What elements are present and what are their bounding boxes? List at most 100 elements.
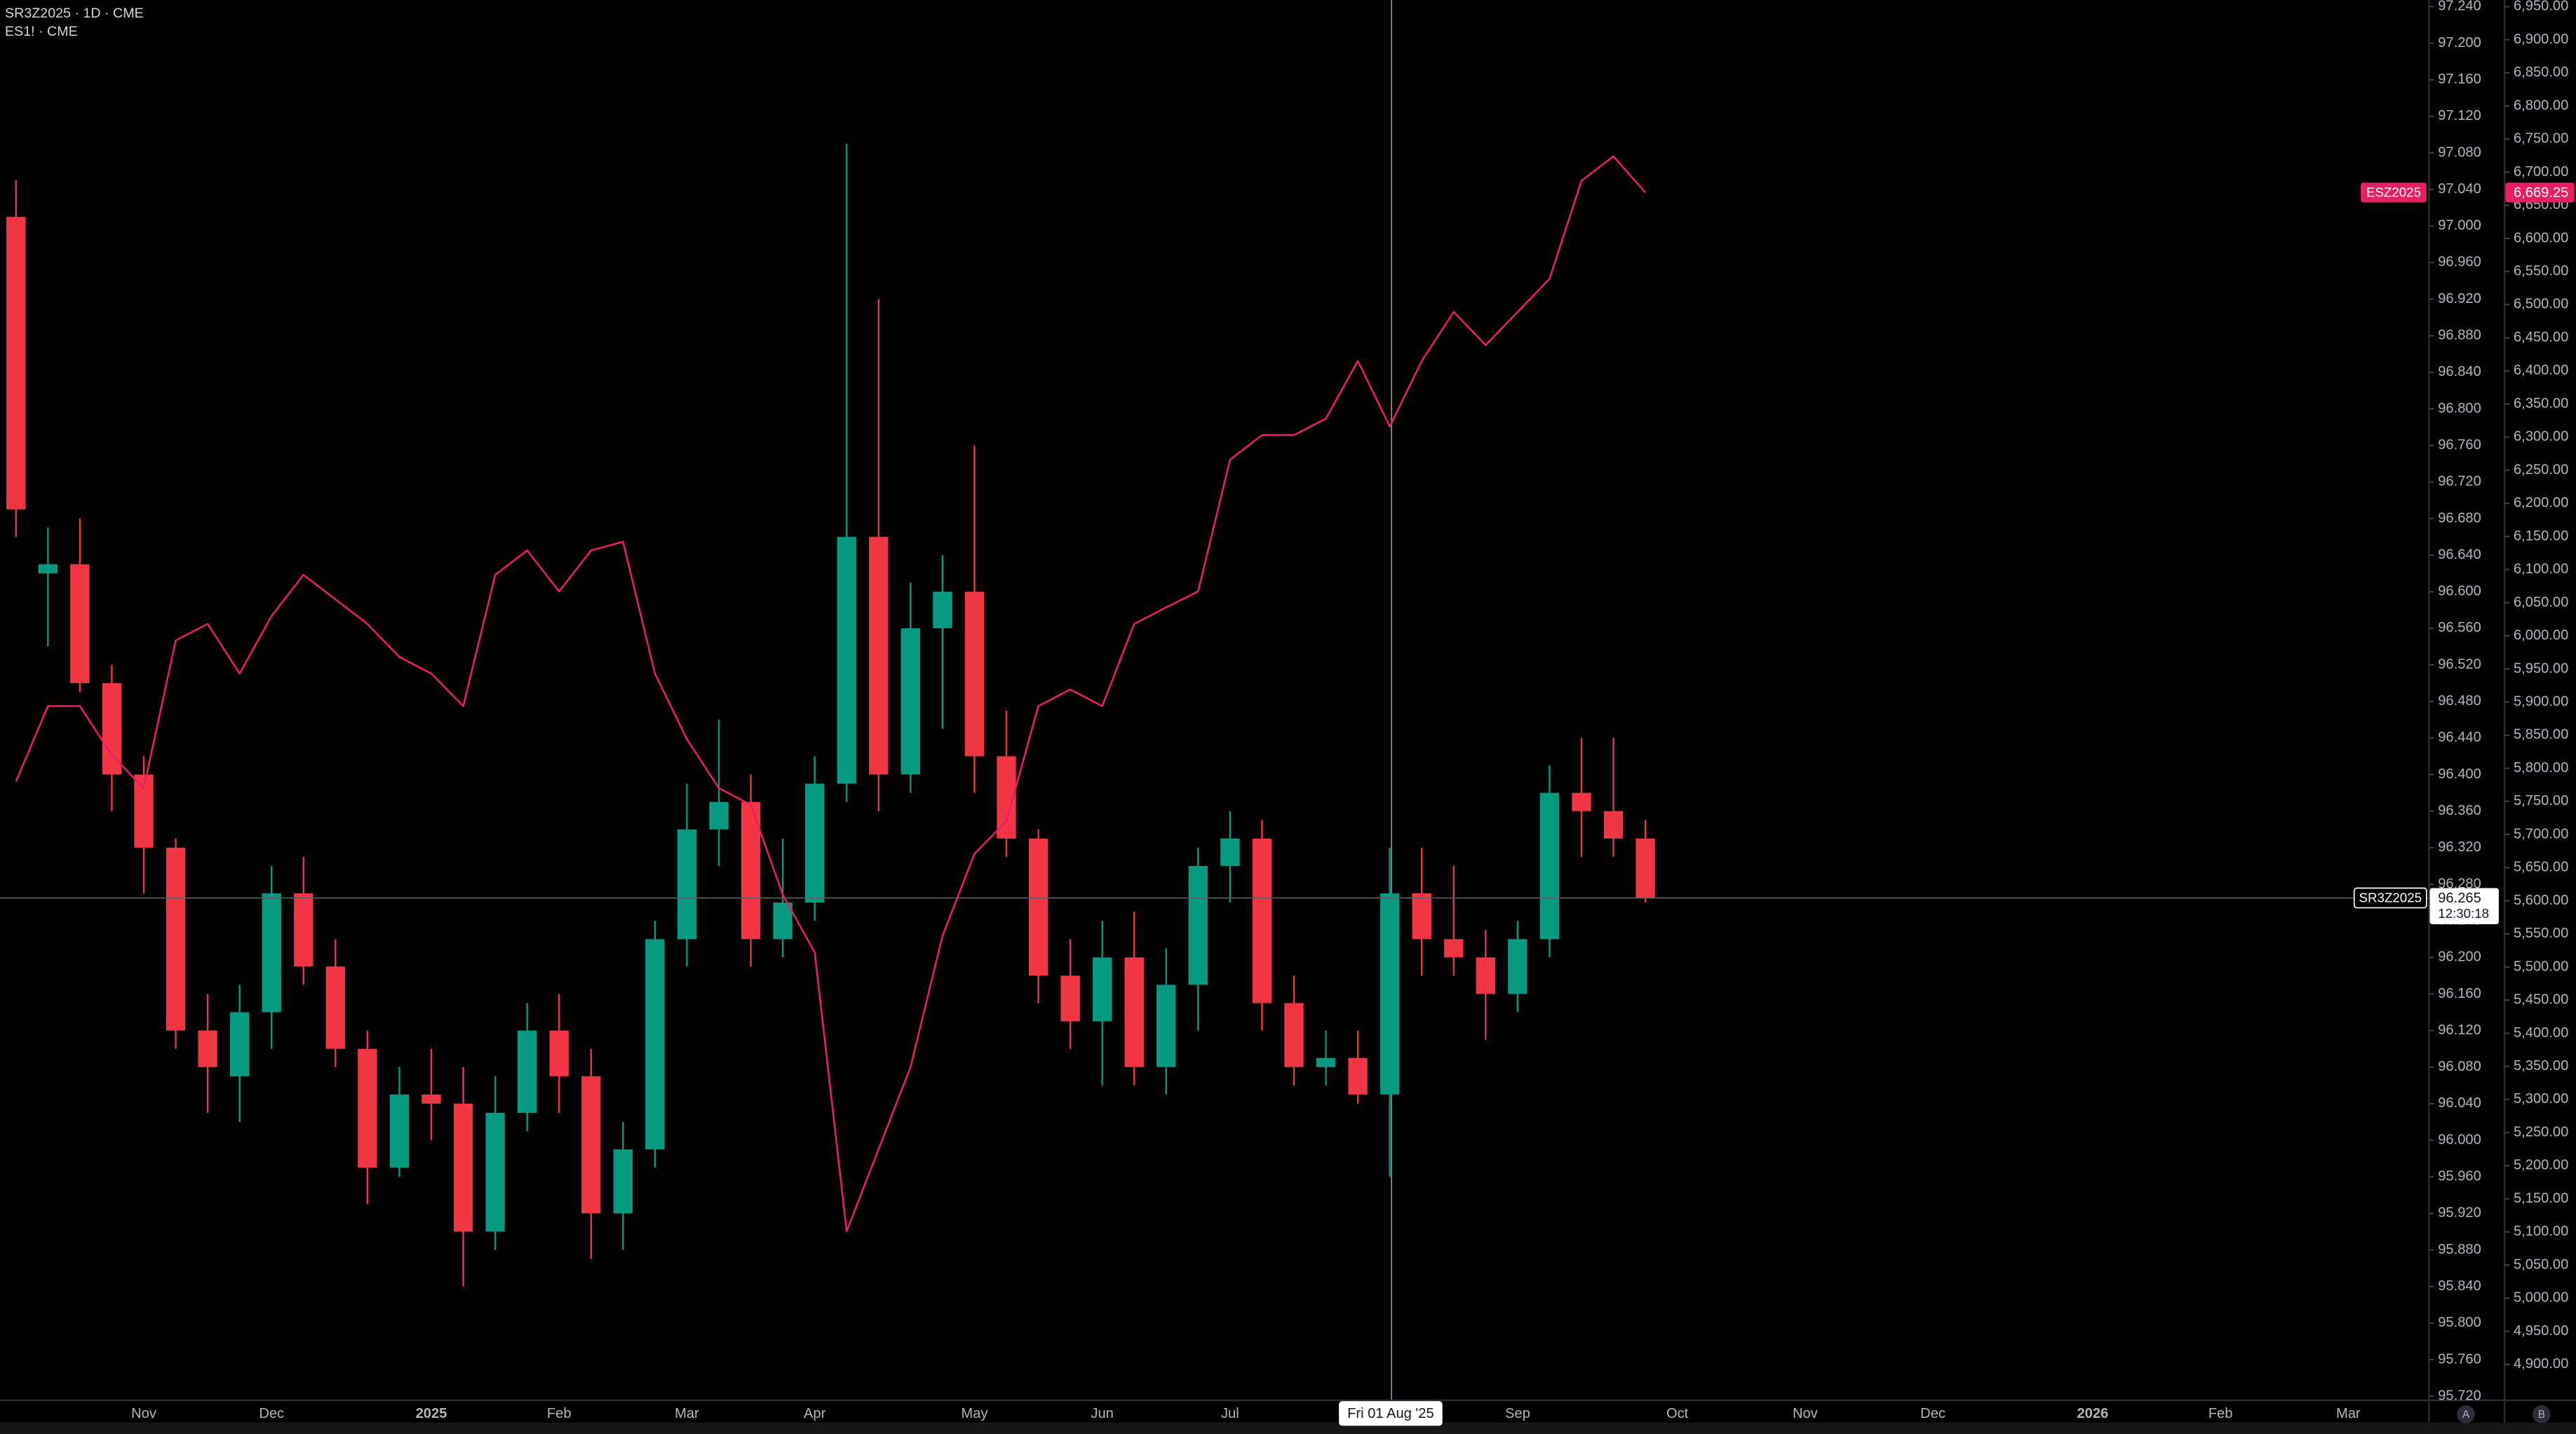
y-tick-label: 96.640 <box>2438 547 2481 562</box>
crosshair-time-tag <box>1339 1401 1443 1426</box>
candle-body <box>325 966 345 1049</box>
candle-body <box>645 939 665 1150</box>
candle-body <box>70 564 90 684</box>
scale-button-label[interactable]: B <box>2538 1409 2545 1421</box>
y2-tick-label: 6,100.00 <box>2514 562 2568 577</box>
y2-tick-label: 5,700.00 <box>2514 826 2568 841</box>
price-tag-label: 96.265 <box>2438 891 2481 906</box>
candle-body <box>964 591 985 757</box>
y-tick-label: 95.760 <box>2438 1351 2481 1367</box>
x-tick-label: Feb <box>547 1406 572 1421</box>
y2-tick-label: 5,200.00 <box>2514 1158 2568 1173</box>
x-tick-label: Dec <box>1920 1406 1946 1421</box>
candle-body <box>262 893 281 1013</box>
x-tick-label: May <box>961 1406 988 1421</box>
y2-tick-label: 4,900.00 <box>2514 1356 2568 1372</box>
y2-tick-label: 5,050.00 <box>2514 1257 2568 1272</box>
candle-body <box>389 1094 410 1168</box>
bottom-strip <box>0 1422 2576 1434</box>
y2-tick-label: 5,500.00 <box>2514 959 2568 974</box>
scale-button[interactable] <box>2457 1405 2475 1423</box>
candle-body <box>773 902 793 940</box>
candle-body <box>166 847 186 1031</box>
candle-body <box>804 783 825 903</box>
series-line <box>15 155 1647 1233</box>
series-tag-label: SR3Z2025 <box>2359 891 2422 905</box>
crosshair-time-label: Fri 01 Aug '25 <box>1347 1406 1434 1421</box>
y-tick-label: 96.320 <box>2438 839 2481 855</box>
x-tick-label: Feb <box>2209 1406 2233 1421</box>
x-tick-label: Jul <box>1221 1406 1239 1421</box>
candle-body <box>1603 811 1624 839</box>
y-tick-label: 96.960 <box>2438 255 2481 270</box>
candle-body <box>1572 792 1591 811</box>
candle-body <box>358 1048 377 1168</box>
candle-body <box>1508 939 1528 994</box>
candle-body <box>1124 957 1144 1067</box>
y2-tick-label: 6,150.00 <box>2514 528 2568 543</box>
y2-tick-label: 6,800.00 <box>2514 97 2568 113</box>
candle-body <box>1539 792 1560 940</box>
candle-body <box>1316 1057 1336 1067</box>
candle-body <box>229 1012 250 1076</box>
x-tick-label: Mar <box>675 1406 699 1421</box>
candle-body <box>1252 838 1272 1003</box>
candle-body <box>422 1094 441 1104</box>
y-tick-label: 97.200 <box>2438 35 2481 50</box>
y-tick-label: 96.280 <box>2438 876 2481 891</box>
y2-tick-label: 6,400.00 <box>2514 363 2568 378</box>
candle-body <box>453 1103 473 1232</box>
y2-tick-label: 5,250.00 <box>2514 1124 2568 1139</box>
y2-tick-label: 6,750.00 <box>2514 131 2568 147</box>
y2-tick-label: 5,350.00 <box>2514 1058 2568 1074</box>
y-tick-label: 97.240 <box>2438 0 2481 14</box>
y-tick-label: 96.200 <box>2438 949 2481 965</box>
countdown-label: 12:30:18 <box>2438 906 2489 921</box>
y2-tick-label: 5,100.00 <box>2514 1224 2568 1239</box>
candle-body <box>1412 893 1431 940</box>
y2-tick-label: 6,250.00 <box>2514 462 2568 478</box>
candle-body <box>294 893 313 967</box>
chart-subtitle: ES1! · CME <box>5 24 78 39</box>
candle-body <box>1156 985 1176 1067</box>
y2-tick-label: 5,950.00 <box>2514 661 2568 676</box>
scale-button-label[interactable]: A <box>2462 1409 2470 1421</box>
candle-body <box>581 1076 601 1214</box>
chart-title: SR3Z2025 · 1D · CME <box>5 6 144 21</box>
price-tag <box>2429 888 2499 925</box>
y-tick-label: 95.960 <box>2438 1169 2481 1184</box>
price-tag <box>2505 182 2575 203</box>
candle-body <box>485 1112 505 1232</box>
candle-body <box>517 1030 537 1113</box>
scale-button[interactable] <box>2532 1405 2551 1423</box>
candle-body <box>1060 975 1080 1022</box>
y-tick-label: 96.440 <box>2438 730 2481 745</box>
y-tick-label: 95.800 <box>2438 1315 2481 1330</box>
y-tick-label: 96.080 <box>2438 1059 2481 1074</box>
y2-tick-label: 6,450.00 <box>2514 330 2568 345</box>
y-tick-label: 97.000 <box>2438 218 2481 234</box>
y2-tick-label: 4,950.00 <box>2514 1323 2568 1339</box>
x-tick-label: Nov <box>1793 1406 1818 1421</box>
candle-body <box>1348 1057 1368 1095</box>
y2-tick-label: 5,750.00 <box>2514 793 2568 809</box>
x-tick-label: Mar <box>2336 1406 2361 1421</box>
y2-tick-label: 6,300.00 <box>2514 429 2568 445</box>
y-tick-label: 95.880 <box>2438 1242 2481 1257</box>
y-tick-label: 97.160 <box>2438 72 2481 87</box>
candle-body <box>1444 939 1464 958</box>
x-tick-label: Oct <box>1666 1406 1689 1421</box>
y2-tick-label: 6,550.00 <box>2514 264 2568 279</box>
y2-tick-label: 5,450.00 <box>2514 992 2568 1008</box>
y2-tick-label: 6,600.00 <box>2514 230 2568 245</box>
y2-tick-label: 6,350.00 <box>2514 395 2568 411</box>
candle-body <box>613 1149 633 1214</box>
series-tag <box>2361 182 2427 203</box>
y2-tick-label: 6,950.00 <box>2514 0 2568 14</box>
y2-tick-label: 5,400.00 <box>2514 1025 2568 1041</box>
x-tick-label: Nov <box>131 1406 156 1421</box>
candle-body <box>1092 957 1112 1022</box>
